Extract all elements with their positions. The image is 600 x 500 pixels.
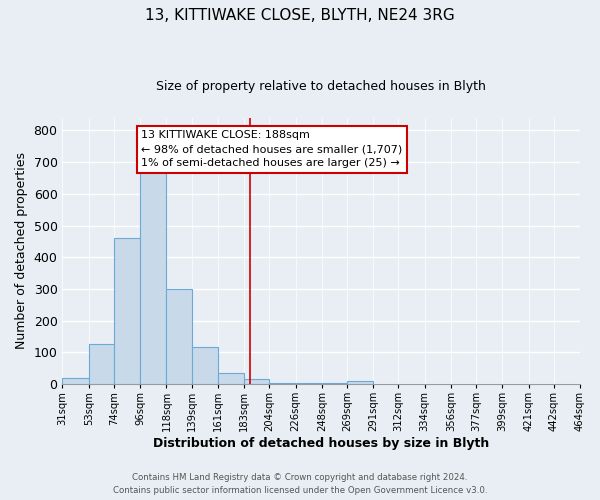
Text: Contains HM Land Registry data © Crown copyright and database right 2024.
Contai: Contains HM Land Registry data © Crown c… xyxy=(113,473,487,495)
X-axis label: Distribution of detached houses by size in Blyth: Distribution of detached houses by size … xyxy=(153,437,490,450)
Bar xyxy=(140,172,166,384)
Bar xyxy=(269,382,296,384)
Y-axis label: Number of detached properties: Number of detached properties xyxy=(15,152,28,350)
Bar xyxy=(296,383,322,384)
Bar xyxy=(166,289,191,384)
Bar xyxy=(218,373,244,384)
Text: 13 KITTIWAKE CLOSE: 188sqm
← 98% of detached houses are smaller (1,707)
1% of se: 13 KITTIWAKE CLOSE: 188sqm ← 98% of deta… xyxy=(142,130,403,168)
Bar xyxy=(191,347,218,384)
Bar xyxy=(347,381,373,384)
Bar xyxy=(89,344,114,384)
Title: Size of property relative to detached houses in Blyth: Size of property relative to detached ho… xyxy=(156,80,486,93)
Bar xyxy=(62,378,89,384)
Bar xyxy=(244,380,269,384)
Text: 13, KITTIWAKE CLOSE, BLYTH, NE24 3RG: 13, KITTIWAKE CLOSE, BLYTH, NE24 3RG xyxy=(145,8,455,22)
Bar xyxy=(114,238,140,384)
